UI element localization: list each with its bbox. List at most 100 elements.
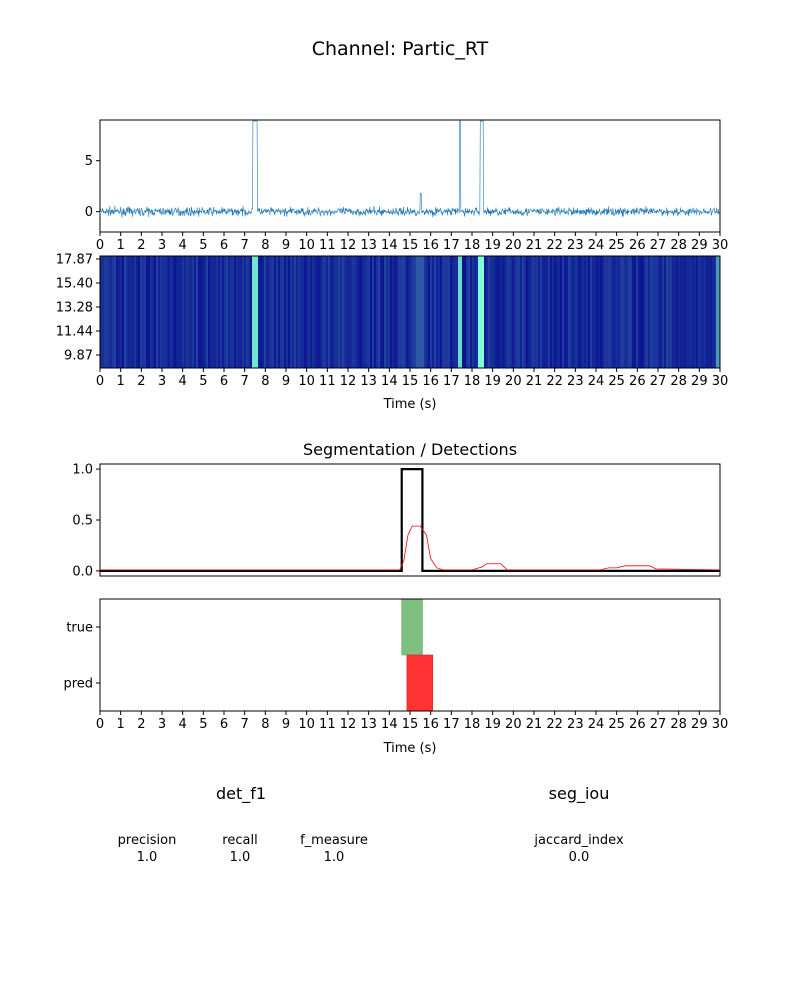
spectrogram-cell [540,256,543,368]
spectrogram-cell [286,256,289,368]
spectrogram-cell [208,256,211,368]
spectrogram-cell [424,256,427,368]
spectrogram-cell [118,256,121,368]
spectrogram-cell [560,256,563,368]
spectrogram-cell [330,256,333,368]
spectrogram-cell [232,256,235,368]
segmentation-y-tick-label: 0.0 [72,564,93,579]
segmentation-axes-frame [99,463,721,577]
spectrogram-cell [214,256,217,368]
spectrogram-cell [650,256,653,368]
spectrogram-cell [408,256,411,368]
spectrogram-cell [532,256,535,368]
detections-x-tick-label: 3 [158,717,166,732]
spectrogram-cell [416,256,419,368]
detections-x-ticks: 0 1 2 3 4 5 6 7 8 9 10 11 12 13 14 15 16 17 18 19 20 21 22 23 24… [96,711,728,732]
spectrogram-cell [440,256,443,368]
spectrogram-cell [460,256,463,368]
spectrogram-cell [134,256,137,368]
spectrogram-cell [194,256,197,368]
spectrogram-cell [108,256,111,368]
spectrogram-cell [322,256,325,368]
spectrogram-cell [658,256,661,368]
detections-x-tick-label: 15 [402,717,419,732]
spectrogram-cell [284,256,287,368]
signal-x-tick-label: 20 [505,238,522,253]
detections-x-tick-label: 6 [220,717,228,732]
spectrogram-cell [220,256,223,368]
signal-x-tick-label: 26 [629,238,646,253]
spectrogram-cell [302,256,305,368]
spectrogram-x-tick-label: 10 [298,374,315,389]
spectrogram-cell [334,256,337,368]
spectrogram-cell [414,256,417,368]
spectrogram-x-tick-label: 4 [179,374,187,389]
spectrogram-cell [704,256,707,368]
spectrogram-cell [718,256,721,368]
spectrogram-x-tick-label: 12 [340,374,357,389]
spectrogram-cell [530,256,533,368]
spectrogram-cell [190,256,193,368]
spectrogram-cell [638,256,641,368]
spectrogram-cell [640,256,643,368]
spectrogram-cell [344,256,347,368]
spectrogram-cell [648,256,651,368]
signal-x-tick-label: 18 [464,238,481,253]
spectrogram-cell [184,256,187,368]
spectrogram-x-tick-label: 3 [158,374,166,389]
spectrogram-cell [642,256,645,368]
segmentation-panel: Segmentation / Detections 0.0 0.5 1.0 [72,440,721,579]
spectrogram-x-tick-label: 5 [199,374,207,389]
spectrogram-cell [610,256,613,368]
spectrogram-cell [276,256,279,368]
spectrogram-cell [338,256,341,368]
spectrogram-cell [692,256,695,368]
spectrogram-cell [112,256,115,368]
precision-label: precision [118,833,177,848]
spectrogram-cell [266,256,269,368]
spectrogram-cell [116,256,119,368]
spectrogram-cell [372,256,375,368]
spectrogram-x-ticks: 0 1 2 3 4 5 6 7 8 9 10 11 12 13 14 15 16 17 18 19 20 21 22 23 24… [96,368,728,389]
spectrogram-cell [274,256,277,368]
spectrogram-cell [432,256,435,368]
spectrogram-cell [152,256,155,368]
spectrogram-cell [218,256,221,368]
spectrogram-cell [280,256,283,368]
spectrogram-cell [672,256,675,368]
detections-x-tick-label: 7 [241,717,249,732]
detections-x-tick-label: 5 [199,717,207,732]
spectrogram-cell [558,256,561,368]
spectrogram-cell [362,256,365,368]
spectrogram-cell [586,256,589,368]
detections-x-tick-label: 4 [179,717,187,732]
spectrogram-cell [178,256,181,368]
detections-y-tick-label: pred [63,677,93,692]
spectrogram-cell [356,256,359,368]
spectrogram-cell [264,256,267,368]
spectrogram-cell [522,256,525,368]
detections-x-tick-label: 11 [319,717,336,732]
spectrogram-x-tick-label: 16 [422,374,439,389]
spectrogram-cell [216,256,219,368]
spectrogram-cell [206,256,209,368]
spectrogram-cell [390,256,393,368]
spectrogram-cell [564,256,567,368]
spectrogram-cell [306,256,309,368]
spectrogram-cell [316,256,319,368]
detections-x-tick-label: 24 [588,717,605,732]
detections-x-tick-label: 22 [546,717,563,732]
spectrogram-cell [494,256,497,368]
spectrogram-cell [186,256,189,368]
spectrogram-cell [592,256,595,368]
signal-x-tick-label: 11 [319,238,336,253]
signal-x-tick-label: 15 [402,238,419,253]
signal-x-tick-label: 7 [241,238,249,253]
detections-x-tick-label: 20 [505,717,522,732]
detections-x-tick-label: 26 [629,717,646,732]
signal-x-tick-label: 1 [117,238,125,253]
spectrogram-cell [556,256,559,368]
spectrogram-cell [310,256,313,368]
spectrogram-cell [476,256,479,368]
